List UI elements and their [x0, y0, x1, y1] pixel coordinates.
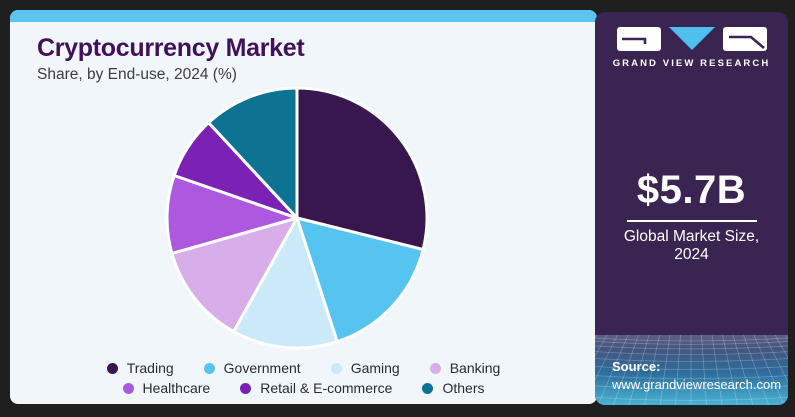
pie-slice-others: [207, 86, 299, 220]
pie-slice-banking: [170, 216, 299, 334]
pie-slice-healthcare: [165, 174, 299, 255]
logo-triangle: [668, 27, 715, 50]
pie-slice-gaming: [232, 216, 339, 350]
legend-dot-icon: [422, 382, 434, 394]
legend-dot-icon: [240, 382, 252, 394]
legend-item-healthcare: Healthcare: [122, 380, 211, 396]
legend-item-trading: Trading: [106, 360, 174, 376]
chart-subtitle: Share, by End-use, 2024 (%): [37, 66, 237, 83]
legend-label: Retail & E-commerce: [260, 380, 393, 396]
legend-item-gaming: Gaming: [330, 360, 400, 376]
legend-row-2: Healthcare Retail & E-commerce Others: [122, 380, 484, 396]
legend-label: Trading: [126, 360, 174, 376]
legend-item-retail-e-commerce: Retail & E-commerce: [240, 380, 392, 396]
chart-panel: Cryptocurrency Market Share, by End-use,…: [10, 10, 597, 404]
legend-dot-icon: [203, 362, 215, 374]
divider: [626, 220, 757, 222]
source-label: Source:: [612, 359, 661, 374]
pie-slice-trading: [295, 86, 429, 252]
legend-item-government: Government: [203, 360, 301, 376]
wireframe-mesh-graphic: [595, 335, 788, 405]
legend-label: Healthcare: [142, 380, 211, 396]
pie-chart: [165, 86, 429, 350]
market-size-value: $5.7B: [636, 168, 747, 212]
accent-strip: [10, 10, 597, 22]
gvr-logo-text: GRAND VIEW RESEARCH: [612, 58, 771, 69]
legend-item-others: Others: [422, 380, 484, 396]
legend-row-1: Trading Government Gaming Banking: [106, 360, 501, 376]
legend-dot-icon: [122, 382, 134, 394]
chart-legend: Trading Government Gaming Banking Healthcar…: [10, 360, 597, 396]
legend-label: Government: [223, 360, 301, 376]
market-size-caption: Global Market Size, 2024: [623, 228, 760, 263]
chart-title: Cryptocurrency Market: [37, 34, 305, 62]
legend-item-banking: Banking: [429, 360, 501, 376]
legend-dot-icon: [106, 362, 118, 374]
source-url: www.grandviewresearch.com: [612, 377, 782, 392]
gvr-logo-icon: [616, 27, 767, 51]
brand-sidebar: GRAND VIEW RESEARCH $5.7B Global Market …: [595, 12, 788, 405]
legend-label: Banking: [449, 360, 501, 376]
legend-label: Others: [442, 380, 485, 396]
legend-dot-icon: [429, 362, 441, 374]
gvr-logo: GRAND VIEW RESEARCH: [595, 25, 788, 69]
source-band: Source: www.grandviewresearch.com: [595, 335, 788, 405]
legend-label: Gaming: [350, 360, 400, 376]
legend-dot-icon: [330, 362, 342, 374]
source-block: Source: www.grandviewresearch.com: [612, 359, 781, 392]
market-size-block: $5.7B Global Market Size, 2024: [595, 168, 788, 264]
